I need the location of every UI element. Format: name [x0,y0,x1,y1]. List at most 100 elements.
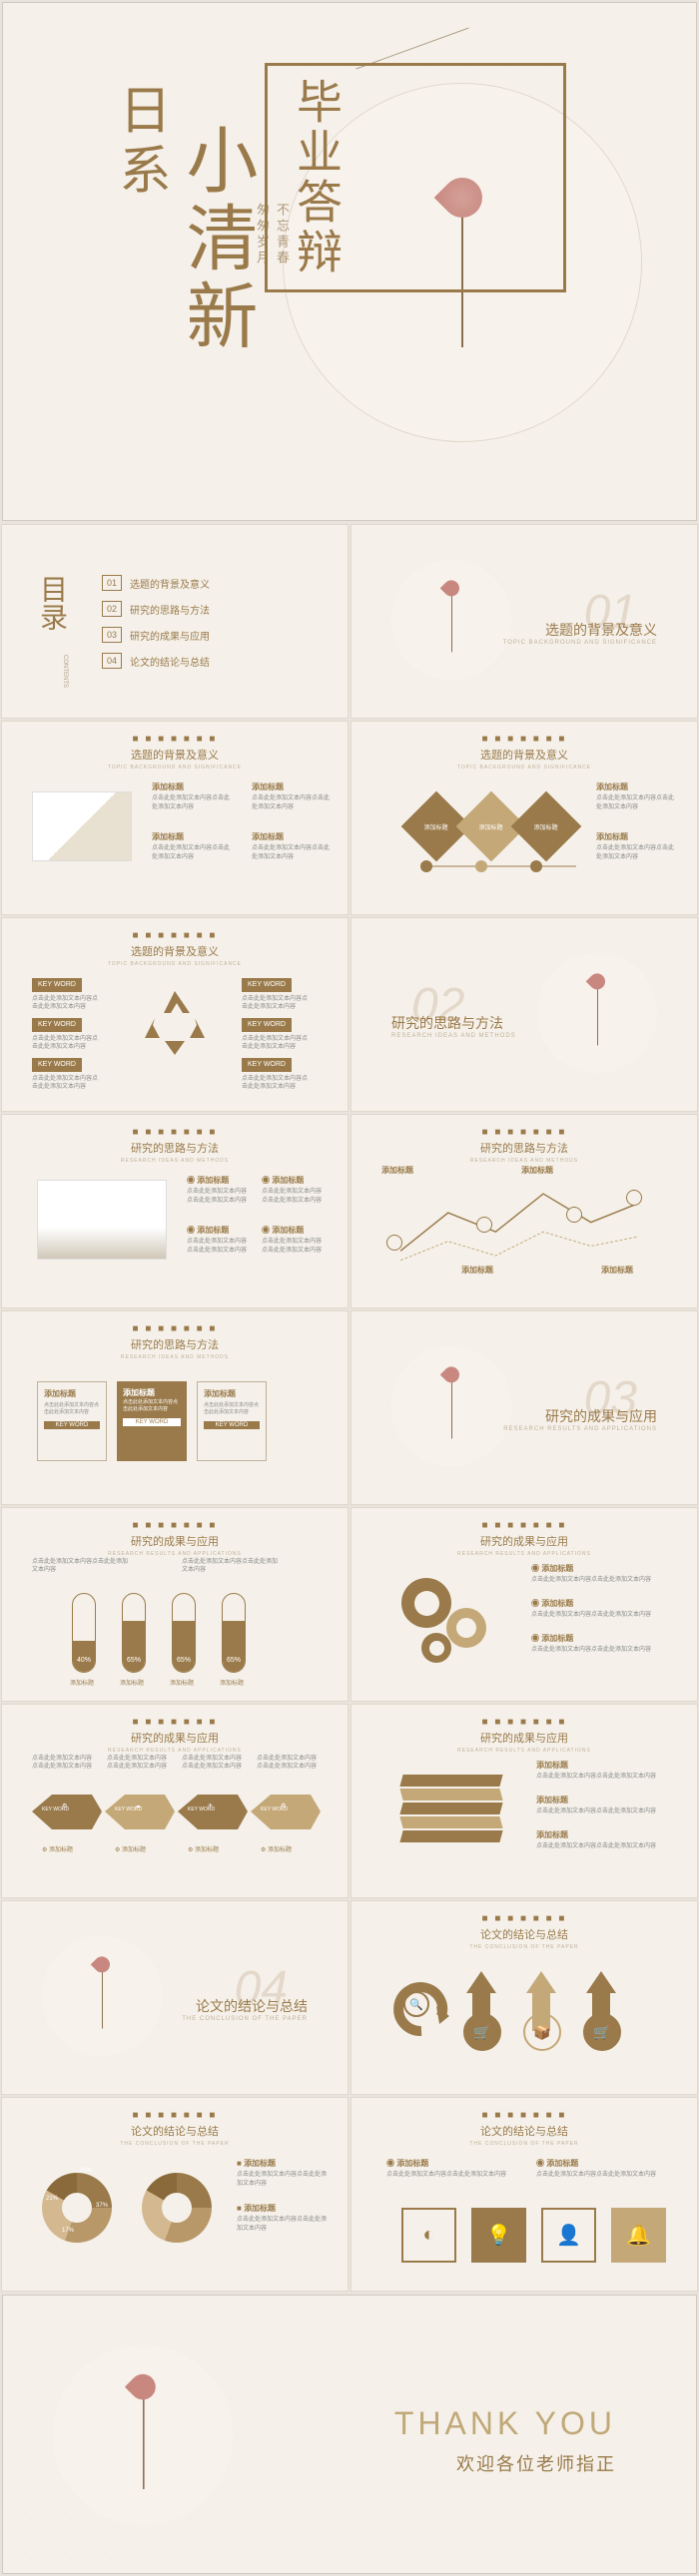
thanks-en: THANK YOU [394,2405,616,2442]
section-circle [42,1936,162,2056]
section-title: 选题的背景及意义 [545,620,657,640]
section-circle [391,560,511,680]
recycle-icon [135,983,215,1063]
section-03-slide: 03 研究的成果与应用 RESEARCH RESULTS AND APPLICA… [350,1310,698,1505]
flow-label: KEY WORD [42,1806,69,1812]
label: ⚙ 添加标题 [188,1844,219,1853]
card-box: 添加标题点击此处添加文本内容点击此处添加文本内容KEY WORD [197,1381,267,1461]
text-block: ■ 添加标题点击此处添加文本内容点击此处添加文本内容 [237,2203,327,2233]
tube-chart: 65% [122,1593,146,1673]
toc-list: 01选题的背景及意义 02研究的思路与方法 03研究的成果与应用 04论文的结论… [102,565,210,679]
tube-label: 添加标题 [70,1678,94,1687]
label: ⚙ 添加标题 [261,1844,292,1853]
section-sub: RESEARCH RESULTS AND APPLICATIONS [503,1426,657,1432]
square-icon: 💡 [471,2208,526,2263]
text-block: ◉ 添加标题点击此处添加文本内容点击此处添加文本内容 [262,1225,327,1255]
content-slide: ■ ■ ■ ■ ■ ■ ■研究的成果与应用RESEARCH RESULTS AN… [350,1704,698,1898]
text-block: KEY WORD点击此处添加文本内容点击此处添加文本内容 [242,978,312,1012]
text-block: 点击此处添加文本内容点击此处添加文本内容 [32,1558,132,1575]
gear-icon [401,1578,451,1628]
search-icon: 🔍 [403,1991,429,2017]
section-title: 论文的结论与总结 [196,1996,308,2016]
section-sub: RESEARCH IDEAS AND METHODS [391,1033,516,1039]
toc-title: 目录 [32,575,72,631]
section-01-slide: 01 选题的背景及意义 TOPIC BACKGROUND AND SIGNIFI… [350,524,698,719]
section-title: 研究的成果与应用 [545,1406,657,1426]
flow-label: KEY WORD [188,1806,215,1812]
tube-chart: 65% [172,1593,196,1673]
card-box: 添加标题点击此处添加文本内容点击此处添加文本内容KEY WORD [37,1381,107,1461]
text-block: 添加标题 [461,1265,521,1278]
content-slide: ■ ■ ■ ■ ■ ■ ■研究的成果与应用RESEARCH RESULTS AN… [1,1704,349,1898]
content-slide: ■ ■ ■ ■ ■ ■ ■选题的背景及意义TOPIC BACKGROUND AN… [1,917,349,1112]
content-slide: ■ ■ ■ ■ ■ ■ ■研究的思路与方法RESEARCH IDEAS AND … [350,1114,698,1308]
interior-image [37,1180,167,1260]
text-block: 添加标题 [381,1165,441,1178]
text-block: 添加标题点击此处添加文本内容点击此处添加文本内容 [152,831,232,861]
donut-label: 37% [96,2203,108,2209]
section-04-slide: 04 论文的结论与总结 THE CONCLUSION OF THE PAPER [1,1900,349,2095]
label: ⚙ 添加标题 [42,1844,73,1853]
text-block: ◉ 添加标题点击此处添加文本内容点击此处添加文本内容 [531,1598,661,1620]
text-block: KEY WORD点击此处添加文本内容点击此处添加文本内容 [32,1058,102,1092]
square-icon: ◐ [401,2208,456,2263]
tube-chart: 65% [222,1593,246,1673]
ribbon-shape [401,1775,501,1834]
text-block: 添加标题点击此处添加文本内容点击此处添加文本内容 [596,831,676,861]
text-block: KEY WORD点击此处添加文本内容点击此处添加文本内容 [32,1018,102,1052]
text-block: ◉ 添加标题点击此处添加文本内容点击此处添加文本内容 [187,1225,252,1255]
text-block: 点击此处添加文本内容点击此处添加文本内容 [257,1755,317,1772]
cart-icon: 🛒 [463,2013,501,2051]
tube-label: 添加标题 [170,1678,194,1687]
chart-node [386,1235,402,1251]
label: ⚙ 添加标题 [115,1844,146,1853]
text-block: 添加标题点击此处添加文本内容点击此处添加文本内容 [252,831,332,861]
content-slide: ■ ■ ■ ■ ■ ■ ■研究的成果与应用RESEARCH RESULTS AN… [350,1507,698,1702]
content-slide: ■ ■ ■ ■ ■ ■ ■论文的结论与总结THE CONCLUSION OF T… [1,2097,349,2292]
flow-label: KEY WORD [115,1806,142,1812]
text-block: KEY WORD点击此处添加文本内容点击此处添加文本内容 [32,978,102,1012]
section-title: 研究的思路与方法 [391,1013,503,1033]
toc-item: 01选题的背景及意义 [102,575,210,591]
text-block: 添加标题点击此处添加文本内容点击此处添加文本内容 [536,1829,666,1851]
text-block: ◉ 添加标题点击此处添加文本内容点击此处添加文本内容 [536,2158,666,2180]
flow-label: KEY WORD [261,1806,288,1812]
toc-item: 03研究的成果与应用 [102,627,210,643]
content-slide: ■ ■ ■ ■ ■ ■ ■选题的背景及意义TOPIC BACKGROUND AN… [350,721,698,915]
cover-box: 毕业答辩 [265,63,566,292]
text-block: 点击此处添加文本内容点击此处添加文本内容 [107,1755,167,1772]
text-block: 添加标题点击此处添加文本内容点击此处添加文本内容 [152,781,232,811]
section-circle [391,1346,511,1466]
square-icon: 👤 [541,2208,596,2263]
donut-label: 21% [46,2196,58,2202]
text-block: 点击此处添加文本内容点击此处添加文本内容 [182,1755,242,1772]
book-image [32,791,132,861]
thanks-circle [53,2345,233,2525]
text-block: KEY WORD点击此处添加文本内容点击此处添加文本内容 [242,1058,312,1092]
text-block: 添加标题 [601,1265,661,1278]
toc-sub: CONTENTS [62,655,68,688]
content-slide: ■ ■ ■ ■ ■ ■ ■ 选题的背景及意义 TOPIC BACKGROUND … [1,721,349,915]
text-block: ◉ 添加标题点击此处添加文本内容点击此处添加文本内容 [531,1563,661,1585]
thanks-slide: THANK YOU 欢迎各位老师指正 [2,2295,697,2574]
section-02-slide: 02 研究的思路与方法 RESEARCH IDEAS AND METHODS [350,917,698,1112]
toc-item: 04论文的结论与总结 [102,653,210,669]
donut-chart [142,2173,212,2243]
text-block: 添加标题 [521,1165,581,1178]
text-block: ◉ 添加标题点击此处添加文本内容点击此处添加文本内容 [187,1175,252,1205]
gear-icon [446,1608,486,1648]
cart-icon: 🛒 [583,2013,621,2051]
text-block: 添加标题点击此处添加文本内容点击此处添加文本内容 [596,781,676,811]
content-slide: ■ ■ ■ ■ ■ ■ ■研究的思路与方法RESEARCH IDEAS AND … [1,1114,349,1308]
text-block: ■ 添加标题点击此处添加文本内容点击此处添加文本内容 [237,2158,327,2188]
text-block: ◉ 添加标题点击此处添加文本内容点击此处添加文本内容 [262,1175,327,1205]
content-slide: ■ ■ ■ ■ ■ ■ ■研究的思路与方法RESEARCH IDEAS AND … [1,1310,349,1505]
section-sub: THE CONCLUSION OF THE PAPER [182,2016,308,2022]
diamond-shape: 添加标题 [511,791,582,862]
gear-icon [421,1633,451,1663]
section-sub: TOPIC BACKGROUND AND SIGNIFICANCE [503,640,657,646]
content-slide: ■ ■ ■ ■ ■ ■ ■论文的结论与总结THE CONCLUSION OF T… [350,2097,698,2292]
tube-label: 添加标题 [120,1678,144,1687]
toc-slide: 目录 CONTENTS 01选题的背景及意义 02研究的思路与方法 03研究的成… [1,524,349,719]
toc-item: 02研究的思路与方法 [102,601,210,617]
